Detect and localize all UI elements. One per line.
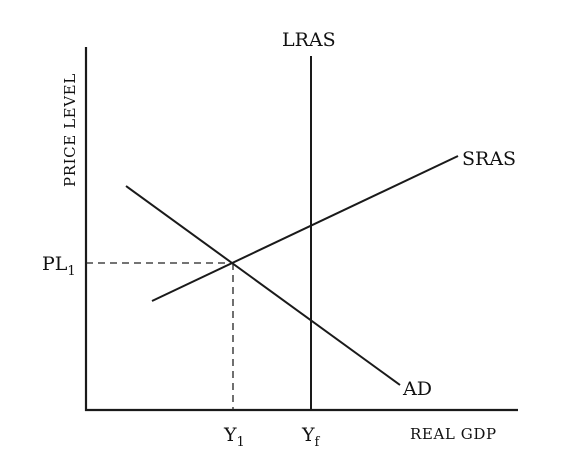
output-1-label: Y1 — [223, 424, 245, 450]
price-level-label: PL1 — [42, 253, 76, 279]
lras-label: LRAS — [282, 29, 336, 51]
x-axis-label: REAL GDP — [410, 425, 497, 443]
sras-label: SRAS — [462, 148, 516, 170]
ad-label: AD — [402, 378, 432, 400]
sras-curve — [152, 156, 458, 301]
ad-curve — [126, 186, 400, 385]
output-f-label: Yf — [301, 424, 321, 450]
y-axis-label: PRICE LEVEL — [61, 73, 79, 187]
